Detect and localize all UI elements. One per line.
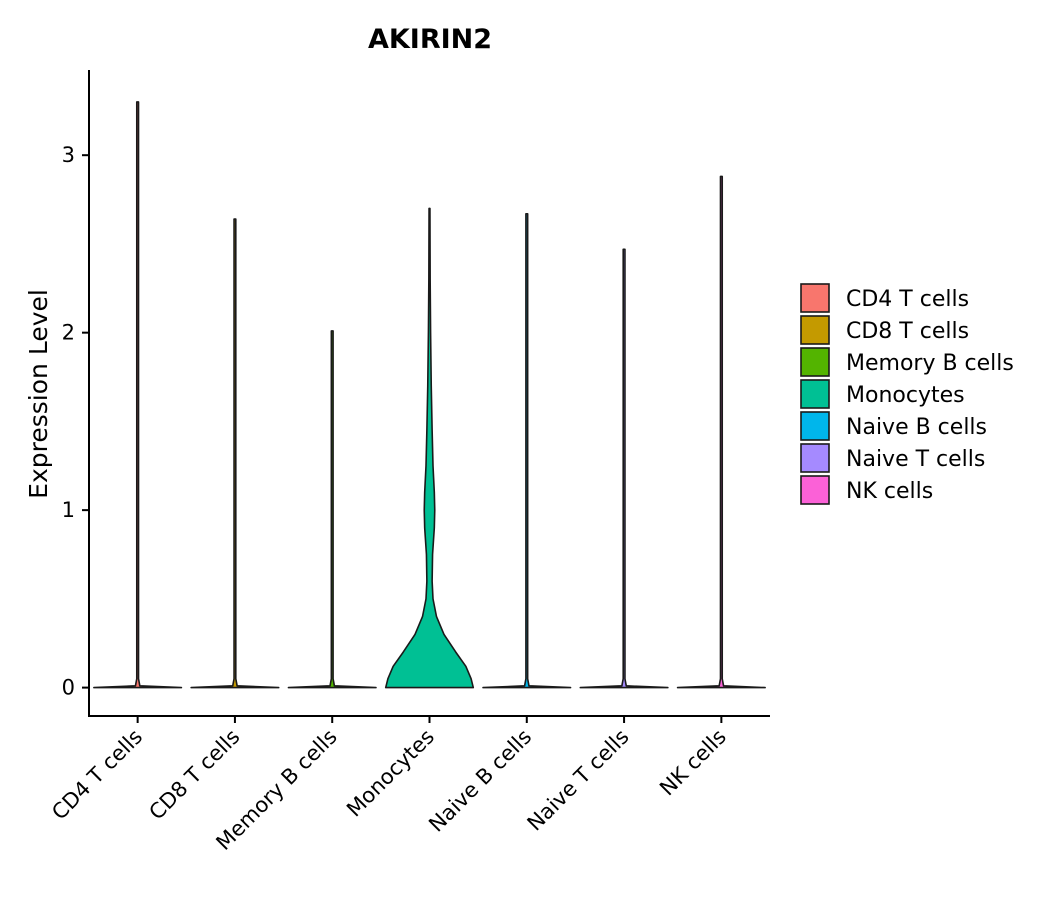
x-tick-label: Naive B cells <box>424 725 536 837</box>
y-tick-label: 0 <box>62 676 75 700</box>
legend-key <box>800 347 830 377</box>
y-axis-label: Expression Level <box>24 289 53 499</box>
legend-key <box>800 443 830 473</box>
violin-cd4-t-cells <box>93 101 183 689</box>
legend-label: NK cells <box>846 479 933 504</box>
violin-nk-cells <box>676 175 766 689</box>
x-tick-label: Naive T cells <box>523 725 634 836</box>
legend-key <box>800 315 830 345</box>
legend-label: CD4 T cells <box>846 287 969 312</box>
violin-naive-t-cells <box>579 248 669 689</box>
violin-memory-b-cells <box>287 330 377 689</box>
x-tick-label: NK cells <box>655 725 731 801</box>
legend-key <box>800 283 830 313</box>
legend: CD4 T cells CD8 T cells Memory B cells Mono… <box>800 283 1014 505</box>
y-tick-label: 3 <box>62 143 75 167</box>
x-tick-label: CD8 T cells <box>144 725 244 825</box>
violin-naive-b-cells <box>482 212 572 689</box>
legend-key <box>800 379 830 409</box>
violin-group <box>93 101 766 689</box>
y-ticks: 0 1 2 3 <box>62 143 89 700</box>
legend-label: CD8 T cells <box>846 319 969 344</box>
violin-monocytes <box>384 207 475 689</box>
legend-key <box>800 475 830 505</box>
legend-label: Naive B cells <box>846 415 987 440</box>
legend-label: Memory B cells <box>846 351 1014 376</box>
legend-label: Naive T cells <box>846 447 985 472</box>
legend-key <box>800 411 830 441</box>
x-tick-label: CD4 T cells <box>47 725 147 825</box>
chart-title: AKIRIN2 <box>368 24 492 55</box>
x-tick-label: Monocytes <box>342 725 439 822</box>
violin-cd8-t-cells <box>190 218 280 689</box>
y-tick-label: 2 <box>62 321 75 345</box>
y-tick-label: 1 <box>62 498 75 522</box>
legend-label: Monocytes <box>846 383 965 408</box>
